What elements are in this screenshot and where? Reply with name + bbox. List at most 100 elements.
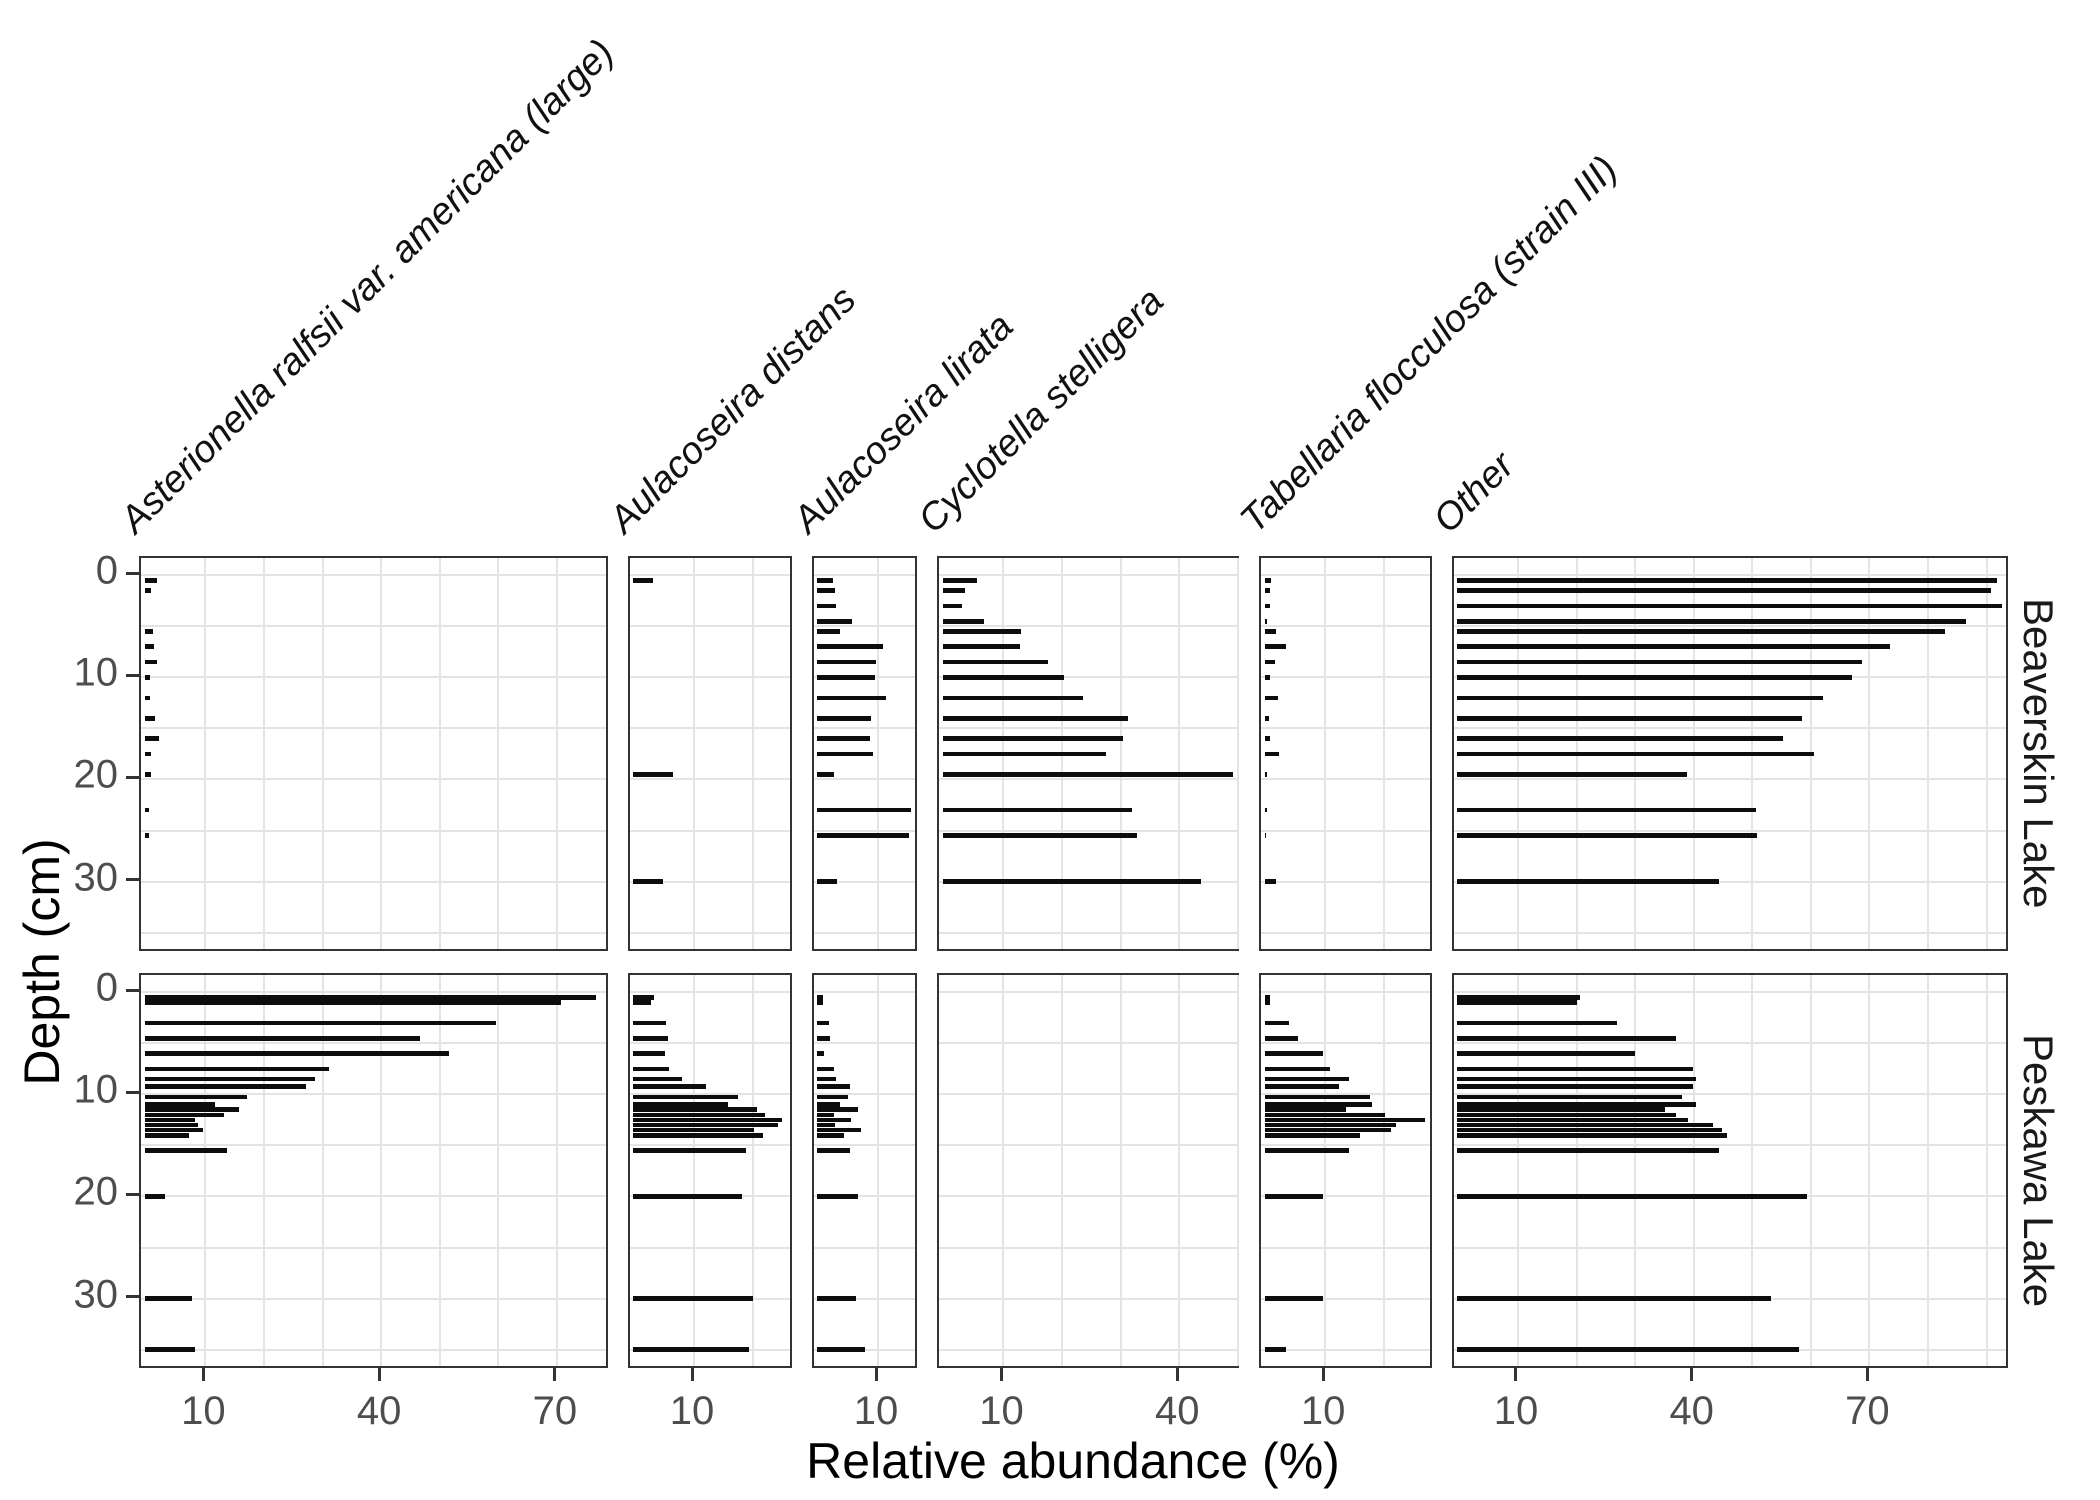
y-tick-row1-30 bbox=[126, 1295, 139, 1299]
bar-lirata-depth-8.5 bbox=[817, 1076, 836, 1082]
x-tick-other-70 bbox=[1865, 1368, 1869, 1381]
x-tick-label-cyclotella-40: 40 bbox=[1154, 1389, 1200, 1433]
gridline-depth-25 bbox=[141, 1246, 606, 1249]
bar-tabellaria-depth-13.5 bbox=[1264, 1127, 1392, 1133]
bar-tabellaria-depth-0.5 bbox=[1264, 578, 1271, 583]
y-axis-title: Depth (cm) bbox=[14, 838, 70, 1086]
bar-lirata-depth-9.25 bbox=[817, 1084, 850, 1090]
gridline-x-70 bbox=[555, 975, 558, 1366]
gridline-depth-10 bbox=[1260, 1093, 1430, 1096]
gridline-x-10 bbox=[204, 558, 207, 949]
bar-cyclotella-depth-1.5 bbox=[942, 588, 966, 593]
panel-lirata-row0 bbox=[811, 556, 918, 951]
gridline-x-10 bbox=[1516, 975, 1519, 1366]
gridline-x-20 bbox=[1061, 975, 1064, 1366]
gridline-depth-0 bbox=[939, 574, 1237, 577]
bar-distans-depth-14 bbox=[633, 1132, 763, 1138]
bar-cyclotella-depth-7 bbox=[942, 644, 1021, 650]
bar-lirata-depth-23 bbox=[817, 807, 912, 813]
bar-other-depth-11 bbox=[1457, 1102, 1696, 1107]
bar-distans-depth-8.5 bbox=[633, 1076, 683, 1082]
gridline-depth-5 bbox=[629, 625, 790, 628]
bar-lirata-depth-30 bbox=[817, 879, 837, 884]
gridline-depth-10 bbox=[813, 1093, 916, 1096]
x-tick-label-other-10: 10 bbox=[1493, 1389, 1539, 1433]
bar-tabellaria-depth-1.5 bbox=[1264, 588, 1270, 593]
gridline-depth-15 bbox=[1453, 727, 2006, 730]
gridline-x-60 bbox=[1809, 975, 1812, 1366]
bar-cyclotella-depth-25.5 bbox=[942, 833, 1137, 838]
gridline-depth-30 bbox=[629, 880, 790, 883]
bar-cyclotella-depth-10 bbox=[942, 675, 1064, 680]
bar-asterionella-depth-13.5 bbox=[144, 1127, 204, 1133]
bar-asterionella-depth-11.5 bbox=[144, 1107, 239, 1113]
bar-lirata-depth-14 bbox=[817, 715, 871, 721]
gridline-depth-25 bbox=[1260, 829, 1430, 832]
gridline-depth-35 bbox=[813, 931, 916, 934]
bar-cyclotella-depth-0.5 bbox=[942, 578, 977, 583]
gridline-depth-20 bbox=[629, 778, 790, 781]
bar-lirata-depth-0.5 bbox=[817, 995, 824, 1000]
facet-strip-peskawa: Peskawa Lake bbox=[2015, 1033, 2062, 1308]
bar-distans-depth-9.25 bbox=[633, 1084, 707, 1090]
gridline-x-40 bbox=[380, 558, 383, 949]
bar-distans-depth-7.5 bbox=[633, 1066, 669, 1072]
bar-asterionella-depth-7.5 bbox=[144, 1066, 330, 1072]
bar-asterionella-depth-12 bbox=[144, 1112, 224, 1118]
bar-other-depth-11.5 bbox=[1457, 1107, 1666, 1113]
gridline-depth-35 bbox=[629, 931, 790, 934]
bar-lirata-depth-10 bbox=[817, 675, 875, 680]
bar-other-depth-13 bbox=[1457, 1122, 1713, 1128]
bar-other-depth-30 bbox=[1457, 1296, 1771, 1301]
x-tick-lirata-10 bbox=[874, 1368, 878, 1381]
bar-other-depth-7 bbox=[1457, 644, 1890, 650]
gridline-depth-15 bbox=[629, 727, 790, 730]
bar-distans-depth-12 bbox=[633, 1112, 766, 1118]
gridline-depth-25 bbox=[1453, 829, 2006, 832]
bar-other-depth-4.5 bbox=[1457, 1035, 1677, 1041]
bar-lirata-depth-10.25 bbox=[817, 1094, 849, 1100]
y-tick-row0-10 bbox=[126, 673, 139, 677]
panel-tabellaria-row0 bbox=[1258, 556, 1432, 951]
gridline-depth-25 bbox=[141, 829, 606, 832]
gridline-x-30 bbox=[1634, 975, 1637, 1366]
bar-distans-depth-1 bbox=[633, 1000, 651, 1005]
gridline-depth-25 bbox=[629, 829, 790, 832]
gridline-depth-0 bbox=[1453, 991, 2006, 994]
bar-tabellaria-depth-13 bbox=[1264, 1122, 1396, 1128]
bar-asterionella-depth-5.5 bbox=[144, 629, 154, 634]
bar-cyclotella-depth-3 bbox=[942, 603, 963, 609]
facet-strip-beaverskin: Beaverskin Lake bbox=[2015, 598, 2062, 909]
bar-asterionella-depth-12.5 bbox=[144, 1117, 195, 1123]
bar-tabellaria-depth-19.5 bbox=[1264, 772, 1268, 777]
gridline-depth-5 bbox=[813, 625, 916, 628]
bar-lirata-depth-25.5 bbox=[817, 833, 909, 838]
panel-distans-row0 bbox=[627, 556, 792, 951]
gridline-depth-15 bbox=[813, 1144, 916, 1147]
bar-other-depth-16 bbox=[1457, 736, 1784, 741]
y-tick-label-row0-10: 10 bbox=[73, 650, 119, 695]
gridline-x-50 bbox=[1236, 558, 1239, 949]
bar-other-depth-19.5 bbox=[1457, 772, 1687, 777]
bar-other-depth-8.5 bbox=[1457, 1076, 1696, 1082]
bar-distans-depth-12.5 bbox=[633, 1117, 783, 1123]
gridline-x-40 bbox=[1178, 975, 1181, 1366]
bar-tabellaria-depth-10 bbox=[1264, 675, 1271, 680]
x-tick-label-other-70: 70 bbox=[1845, 1389, 1890, 1433]
gridline-depth-0 bbox=[1260, 991, 1430, 994]
bar-other-depth-25.5 bbox=[1457, 833, 1758, 838]
bar-distans-depth-3 bbox=[633, 1020, 667, 1026]
bar-cyclotella-depth-30 bbox=[942, 879, 1201, 884]
gridline-x-10 bbox=[1002, 975, 1005, 1366]
bar-tabellaria-depth-3 bbox=[1264, 603, 1270, 609]
gridline-depth-25 bbox=[1453, 1246, 2006, 1249]
bar-asterionella-depth-12 bbox=[144, 695, 150, 701]
bar-lirata-depth-11 bbox=[817, 1102, 840, 1107]
gridline-depth-5 bbox=[629, 1042, 790, 1045]
bar-other-depth-12 bbox=[1457, 695, 1823, 701]
bar-cyclotella-depth-17.5 bbox=[942, 751, 1106, 757]
gridline-depth-25 bbox=[813, 829, 916, 832]
bar-tabellaria-depth-12 bbox=[1264, 695, 1279, 701]
gridline-depth-20 bbox=[939, 778, 1237, 781]
gridline-depth-15 bbox=[1453, 1144, 2006, 1147]
